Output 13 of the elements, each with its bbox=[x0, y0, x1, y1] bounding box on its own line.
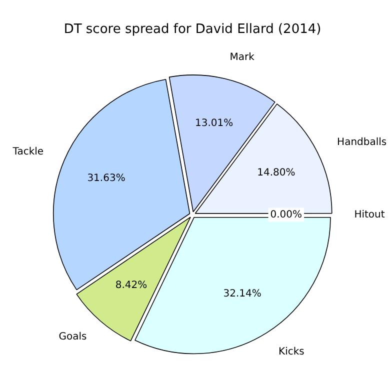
slice-label: Kicks bbox=[278, 346, 304, 358]
category-label: Hitout bbox=[354, 209, 385, 220]
slice-label: Tackle bbox=[12, 146, 44, 158]
data-label: 32.14% bbox=[223, 288, 262, 300]
chart-title: DT score spread for David Ellard (2014) bbox=[64, 22, 322, 38]
data-label: 31.63% bbox=[87, 172, 126, 184]
slice-label: Mark bbox=[230, 52, 255, 64]
slice-label: Handballs bbox=[337, 136, 387, 148]
data-label: 13.01% bbox=[194, 118, 234, 130]
slice-label: Goals bbox=[58, 332, 87, 343]
data-label: 8.42% bbox=[115, 280, 148, 292]
text: 0.00% bbox=[270, 209, 302, 220]
data-label: 14.80% bbox=[257, 167, 296, 178]
